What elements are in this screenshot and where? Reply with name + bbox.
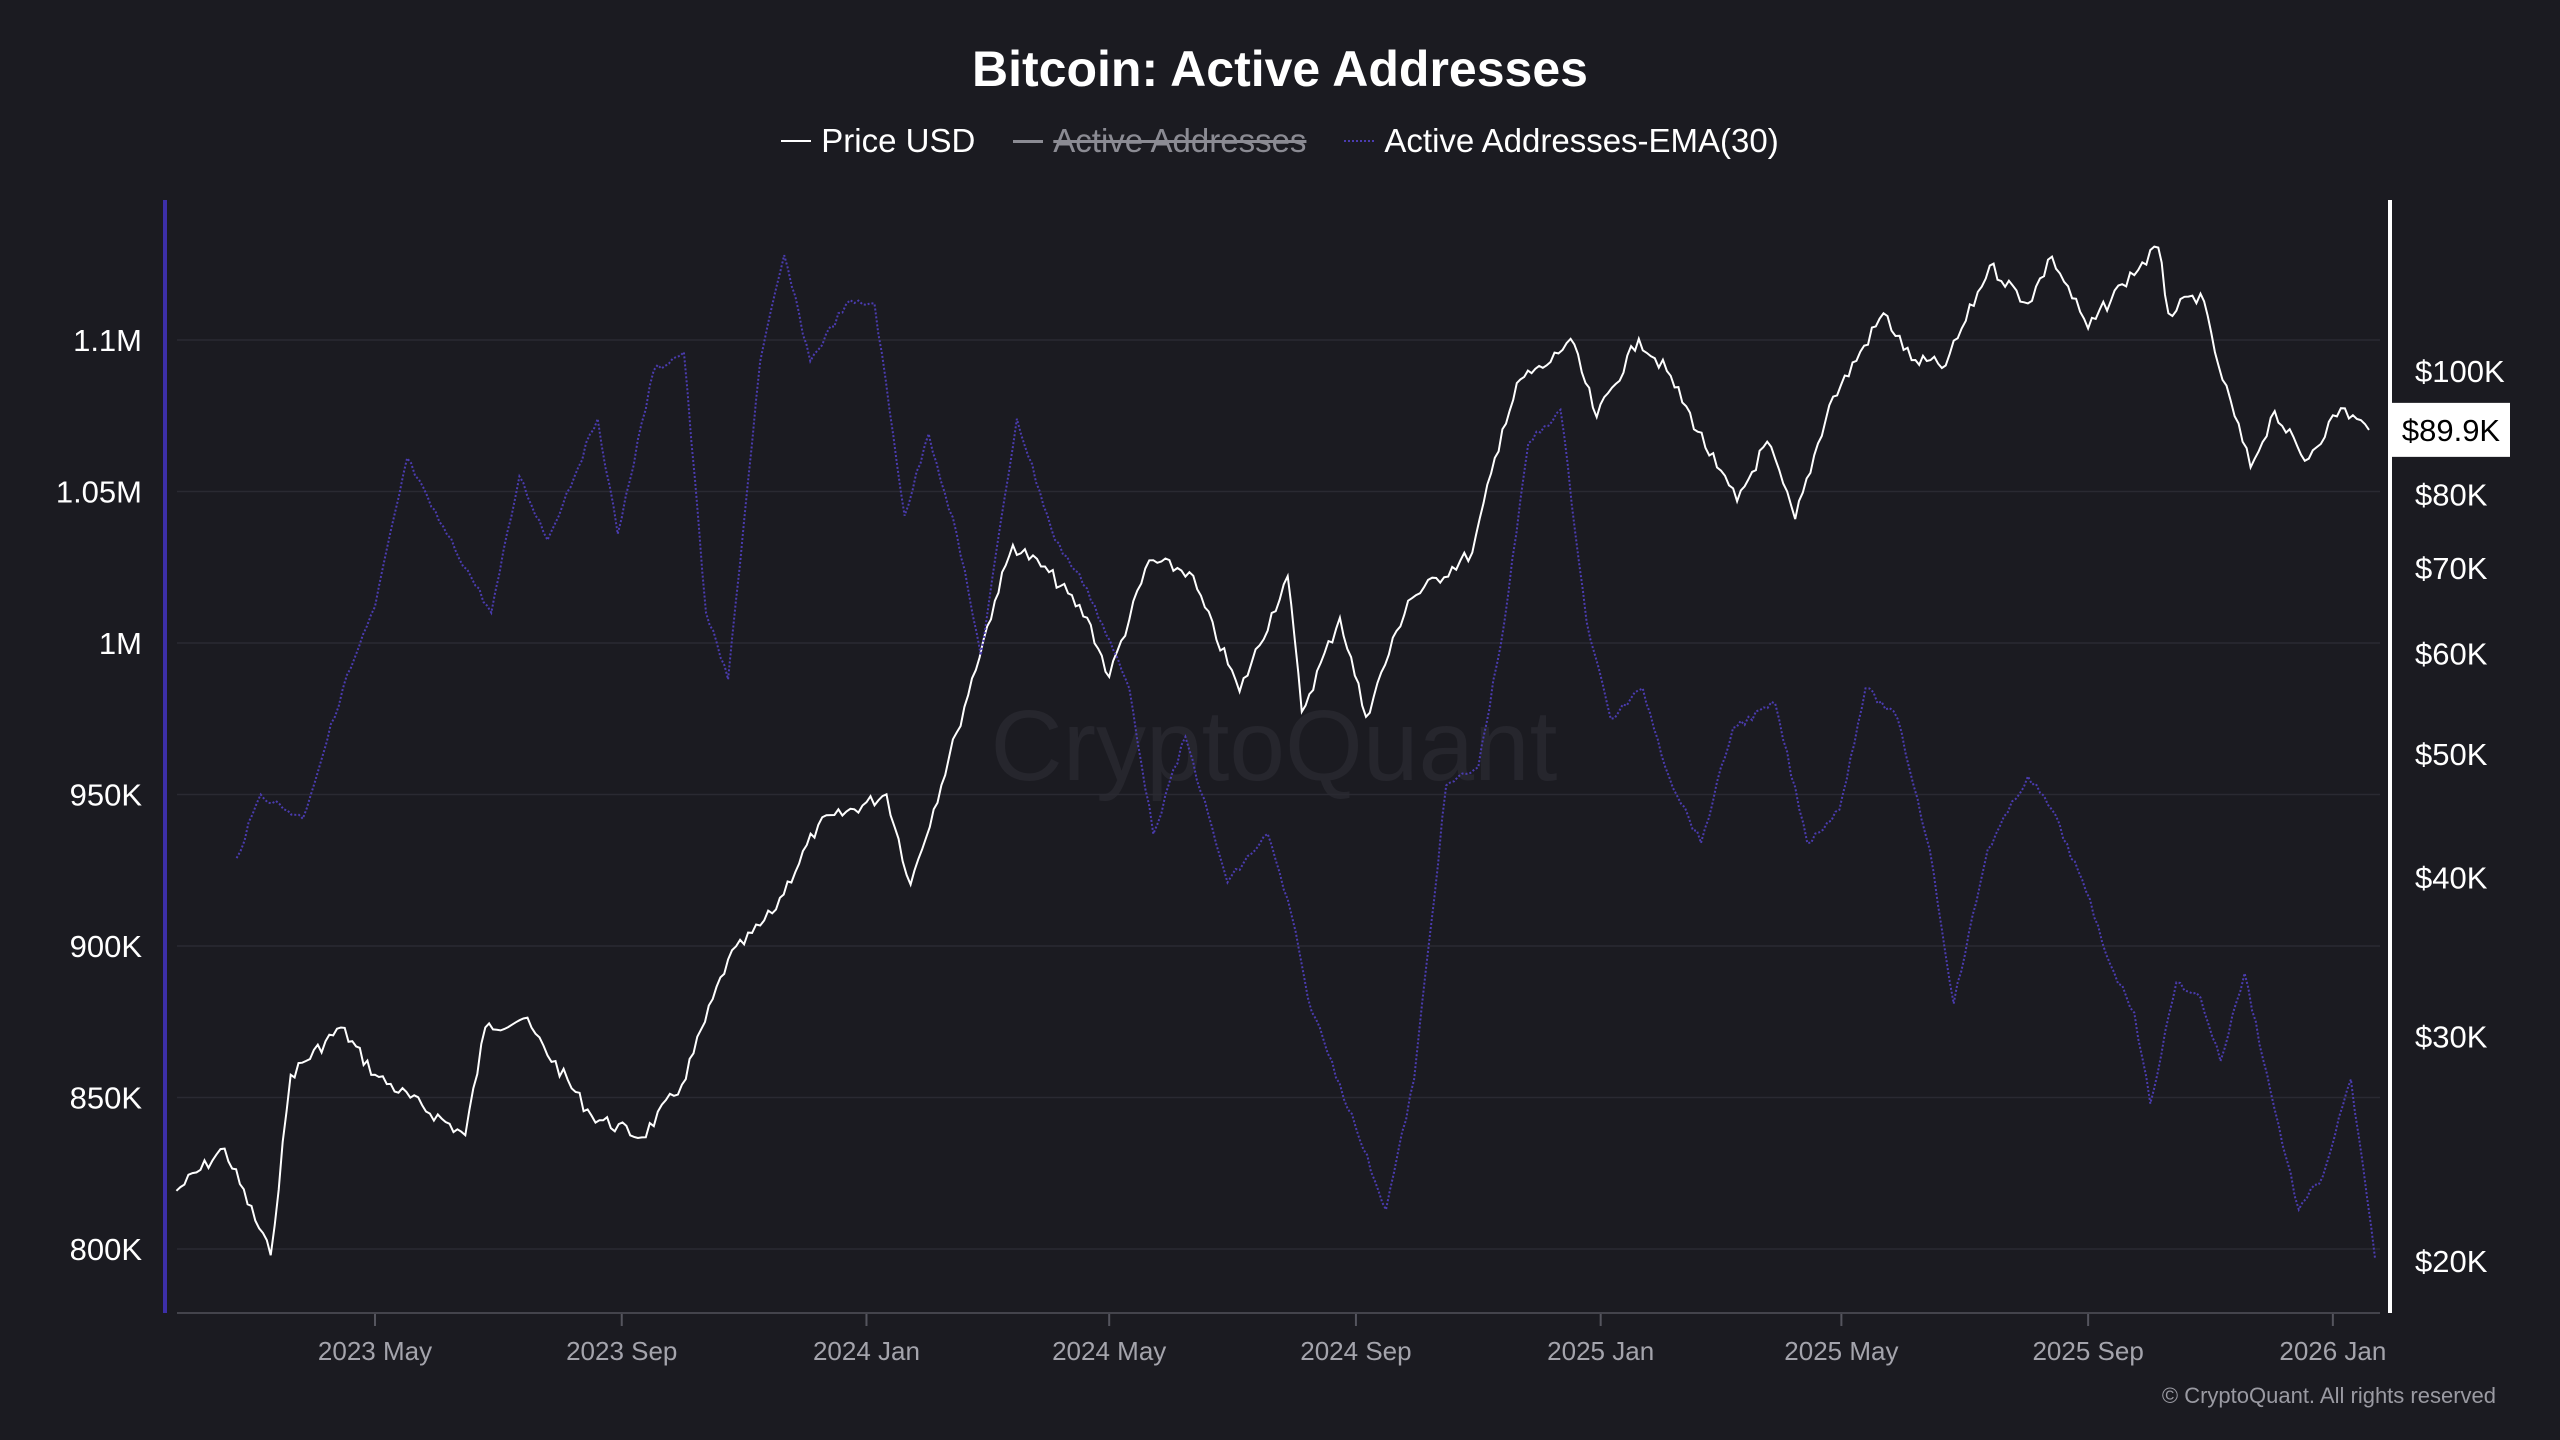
left-tick-label: 1.1M [73,323,142,358]
right-tick-label: $20K [2415,1244,2488,1279]
x-tick-label: 2026 Jan [2279,1336,2386,1366]
right-tick-label: $100K [2415,354,2505,389]
right-tick-label: $80K [2415,477,2488,512]
x-tick-label: 2025 Sep [2032,1336,2143,1366]
left-tick-label: 1.05M [56,475,142,510]
watermark: CryptoQuant [991,690,1558,802]
legend-label: Active Addresses [1053,122,1307,159]
legend-item-price[interactable]: Price USD [781,122,975,160]
right-tick-label: $70K [2415,551,2488,586]
legend-label: Active Addresses-EMA(30) [1384,122,1779,159]
x-tick-label: 2024 May [1052,1336,1166,1366]
left-tick-label: 900K [70,929,143,964]
x-tick-label: 2025 Jan [1547,1336,1654,1366]
left-tick-label: 950K [70,778,143,813]
price-usd-line [175,245,2370,1256]
left-tick-label: 850K [70,1081,143,1116]
legend-item-ema[interactable]: Active Addresses-EMA(30) [1344,122,1779,160]
active-addresses-ema-line [235,254,2376,1259]
right-tick-label: $50K [2415,737,2488,772]
x-tick-label: 2024 Jan [813,1336,920,1366]
current-price-label: $89.9K [2402,413,2501,448]
current-price-badge [2392,402,2510,457]
right-tick-label: $30K [2415,1020,2488,1055]
left-tick-label: 1M [99,626,142,661]
right-tick-label: $40K [2415,861,2488,896]
line-swatch-icon [1013,139,1044,143]
x-tick-label: 2023 Sep [566,1336,677,1366]
dotted-line-swatch-icon [1344,140,1375,142]
x-tick-label: 2024 Sep [1300,1336,1411,1366]
copyright: © CryptoQuant. All rights reserved [2161,1383,2496,1408]
left-tick-label: 800K [70,1232,143,1267]
legend-label: Price USD [821,122,976,159]
x-tick-label: 2025 May [1784,1336,1898,1366]
x-tick-label: 2023 May [318,1336,432,1366]
legend: Price USD Active Addresses Active Addres… [0,122,2560,160]
line-swatch-icon [781,140,812,142]
right-tick-label: $60K [2415,636,2488,671]
legend-item-active-addresses[interactable]: Active Addresses [1013,122,1306,160]
chart-title: Bitcoin: Active Addresses [972,41,1588,97]
